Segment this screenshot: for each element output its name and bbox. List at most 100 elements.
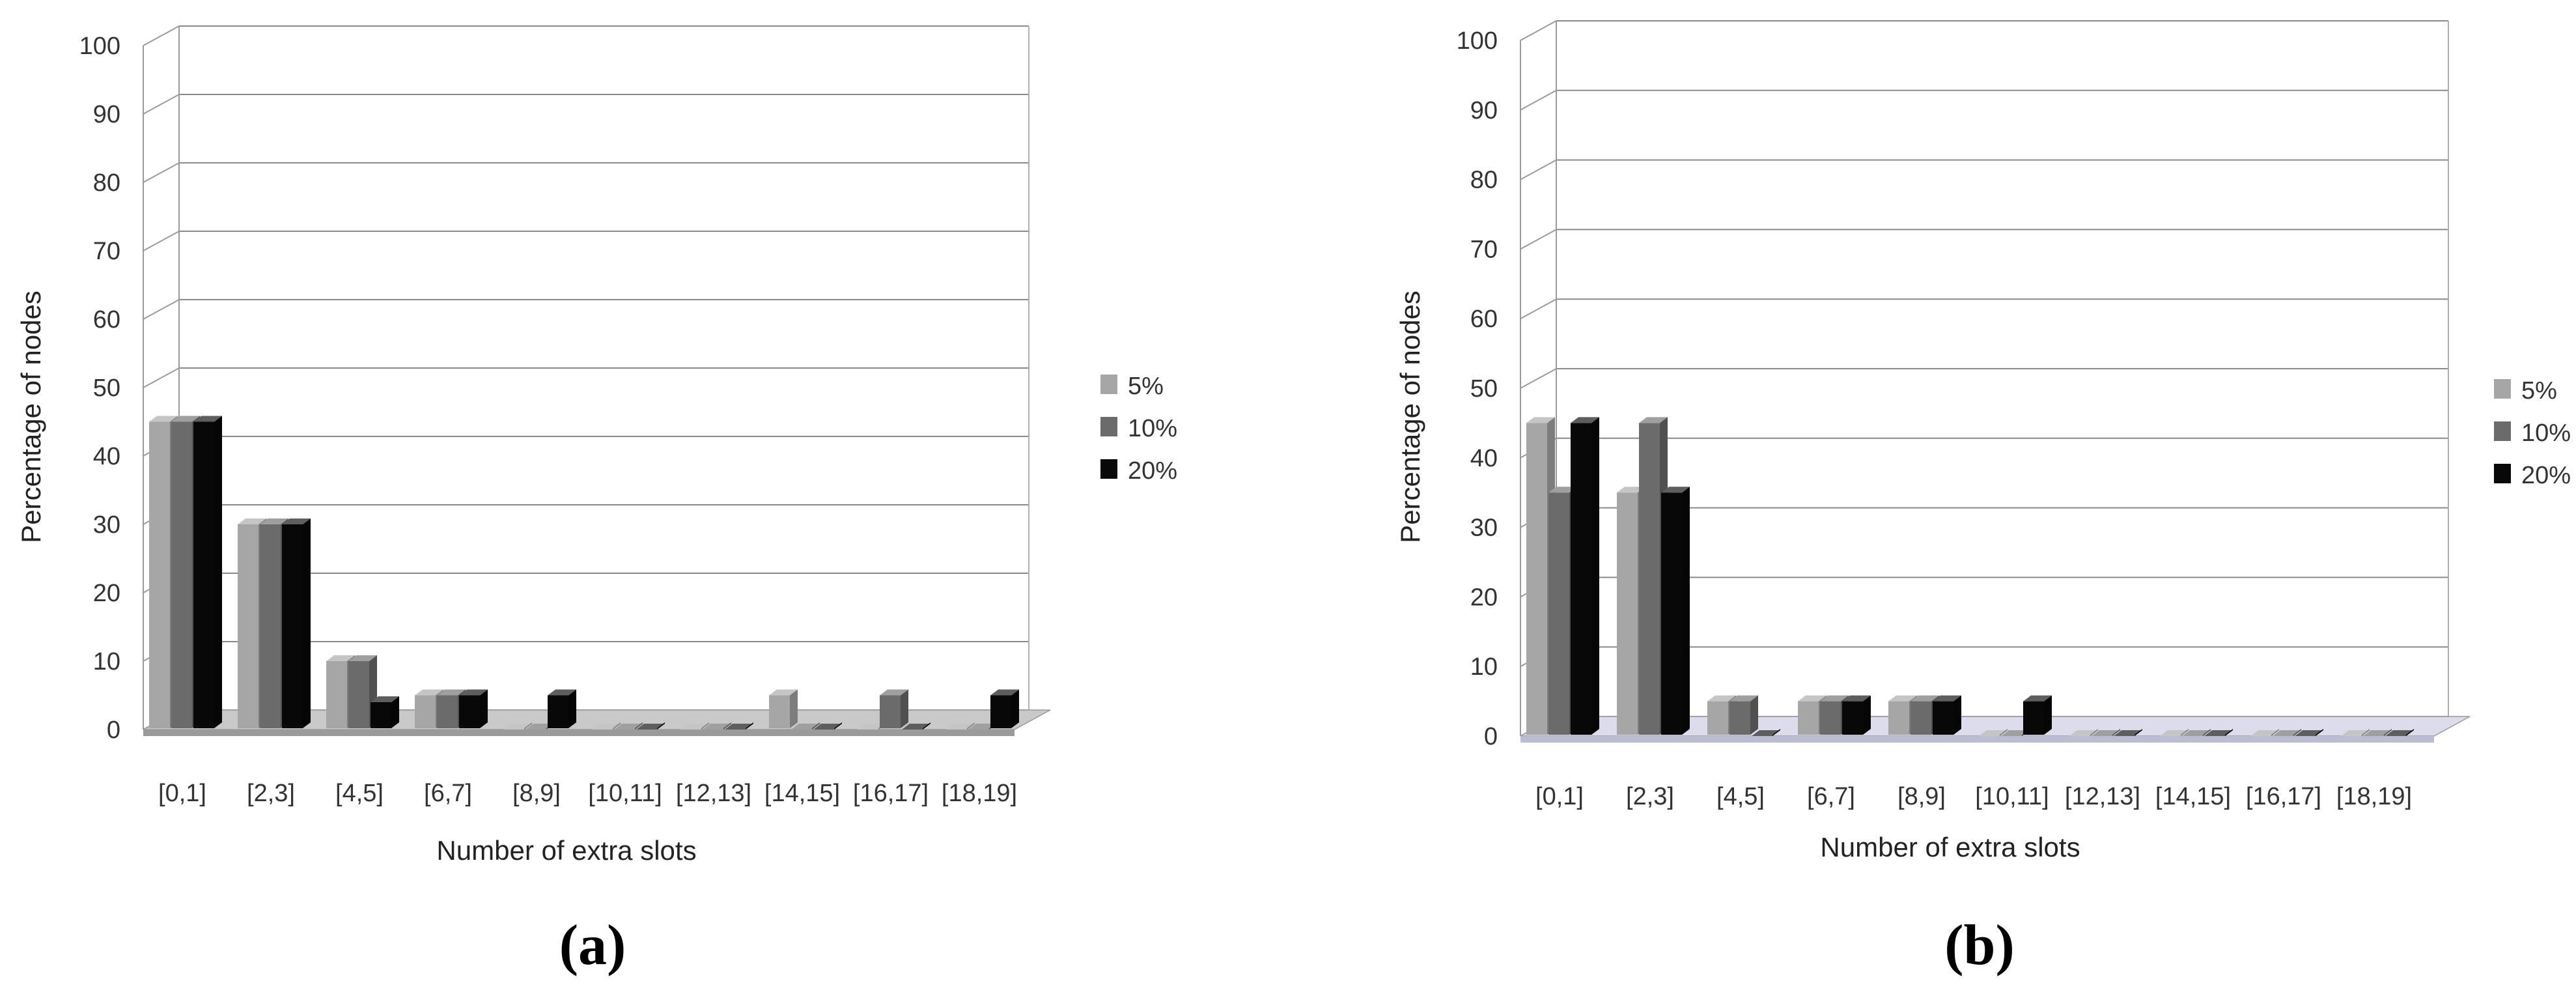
bars [149,416,1019,730]
legend-swatch [2494,464,2511,483]
x-tick-label: [12,13] [2065,783,2140,810]
bar [990,689,1019,728]
x-tick-label: [16,17] [2246,783,2321,810]
legend-swatch [1100,375,1117,394]
y-tick-label: 50 [93,375,120,402]
x-tick-label: [10,11] [1975,783,2049,810]
bar [769,689,798,728]
y-tick-label: 70 [1470,236,1498,263]
y-tick-label: 10 [93,648,120,675]
bar [813,722,842,730]
x-tick-label: [10,11] [588,780,662,807]
x-tick-label: [18,19] [942,780,1017,807]
bar [614,722,643,730]
y-tick-label: 80 [1470,167,1498,194]
panel-label-b: (b) [1944,914,2015,977]
y-axis-title: Percentage of nodes [1395,291,1425,543]
y-tick-label: 10 [1470,653,1498,681]
y-tick-label: 40 [1470,445,1498,472]
bar [880,689,908,728]
x-tick-label: [4,5] [1716,783,1765,810]
y-tick-label: 30 [93,511,120,539]
bar [703,722,731,730]
legend-label: 5% [2521,377,2557,405]
x-tick-label: [2,3] [247,780,295,807]
legend-swatch [2494,421,2511,441]
legend-item: 5% [2494,377,2557,405]
bar [725,722,753,730]
y-tick-label: 100 [1457,27,1498,55]
y-tick-label: 90 [1470,97,1498,124]
y-tick-label: 50 [1470,375,1498,403]
y-tick-label: 20 [1470,584,1498,611]
bar [282,518,311,728]
bar [459,689,488,728]
x-tick-label: [8,9] [1897,783,1946,810]
bar [2114,729,2142,736]
x-tick-label: [8,9] [512,780,561,807]
bar [2363,729,2392,736]
bar [1661,487,1690,735]
x-tick-label: [0,1] [158,780,206,807]
legend-swatch [1100,459,1117,479]
y-tick-label: 70 [93,238,120,265]
x-tick-label: [4,5] [335,780,384,807]
gridlines [143,25,1029,730]
bar [1842,695,1871,735]
bar [2182,729,2211,736]
legend: 5% 10% 20% [2494,377,2571,489]
legend-item: 5% [1100,373,1164,400]
y-tick-label: 100 [79,33,120,60]
legend-item: 10% [2494,419,2571,447]
legend-swatch [2494,379,2511,399]
x-tick-label: [14,15] [764,780,840,807]
bar [791,722,820,730]
legend-label: 20% [2521,462,2571,489]
bar [2160,729,2189,736]
x-tick-label: [2,3] [1626,783,1674,810]
x-tick-label: [0,1] [1535,783,1584,810]
bar [902,722,931,730]
x-tick-label: [16,17] [853,780,929,807]
x-axis-title: Number of extra slots [436,835,696,866]
bar [946,722,975,730]
legend-item: 20% [1100,457,1177,485]
y-axis: 0 10 20 30 40 50 60 70 80 90 100 [1457,27,1498,750]
x-tick-label: [18,19] [2336,783,2412,810]
legend-swatch [1100,417,1117,436]
bars [1526,417,2414,736]
y-tick-label: 0 [107,717,120,744]
bar [1729,695,1758,735]
y-axis: 0 10 20 30 40 50 60 70 80 90 100 [79,33,120,744]
y-tick-label: 60 [1470,305,1498,333]
bar [636,722,665,730]
bar [680,722,709,730]
y-axis-title: Percentage of nodes [16,291,46,543]
bar [1752,729,1780,736]
bar [2204,729,2233,736]
y-tick-label: 30 [1470,515,1498,542]
legend-label: 10% [1128,415,1177,442]
bar [2023,695,2052,735]
bar [2092,729,2120,736]
y-tick-label: 0 [1484,723,1498,750]
y-tick-label: 80 [93,169,120,197]
bar [2069,729,2098,736]
y-tick-label: 90 [93,101,120,128]
legend-label: 20% [1128,457,1177,485]
y-tick-label: 20 [93,580,120,607]
legend: 5% 10% 20% [1100,373,1177,485]
bar [548,689,576,728]
x-tick-label: [6,7] [1807,783,1855,810]
bar [371,696,399,728]
bar [2250,729,2279,736]
bar [503,722,532,730]
legend-item: 20% [2494,462,2571,489]
chart-panel-a: 0 10 20 30 40 50 60 70 80 90 100 [0,1] [2,3] [4,5] [6,… [16,25,1177,866]
chart-panel-b: 0 10 20 30 40 50 60 70 80 90 100 [0,1] [2,3] [4,5] [6,… [1395,20,2571,862]
legend-label: 10% [2521,419,2571,447]
x-axis-title: Number of extra slots [1820,832,2080,862]
legend-label: 5% [1128,373,1164,400]
y-tick-label: 60 [93,306,120,334]
